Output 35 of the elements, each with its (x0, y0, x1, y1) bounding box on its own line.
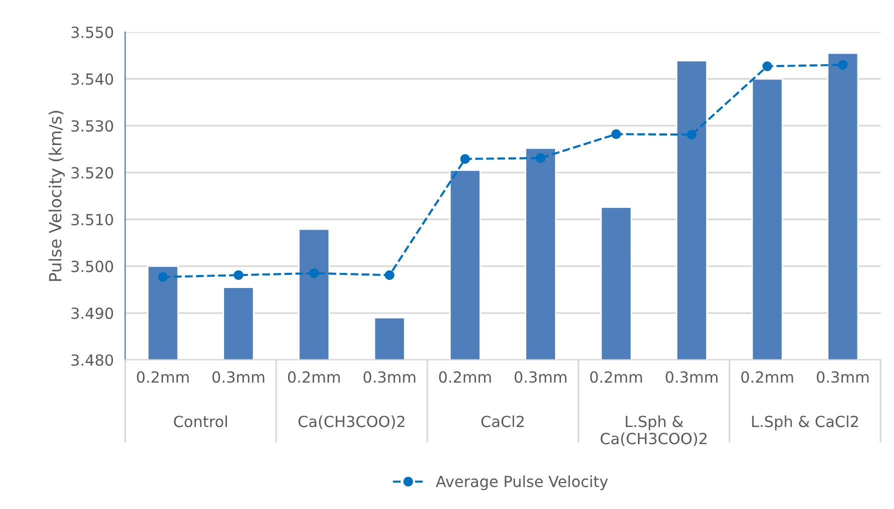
point (234, 270, 244, 280)
y-tick-label: 3.510 (71, 214, 114, 226)
text: L.Sph & CaCl2 (752, 415, 858, 430)
text: CaCl2 (481, 415, 524, 428)
y-tick-label: 3.550 (71, 26, 114, 38)
point (309, 268, 319, 278)
y-tick-label: 3.520 (71, 167, 114, 179)
x-tick-label: 0.2mm (590, 371, 642, 383)
y-axis-title: Pulse Velocity (km/s) (48, 110, 65, 281)
y-tick-label: 3.530 (71, 120, 114, 132)
x-tick-label: 0.3mm (364, 371, 416, 383)
point (838, 60, 848, 70)
point (536, 153, 546, 163)
x-tick-label: 0.3mm (816, 371, 869, 383)
x-tick-label: 0.3mm (212, 371, 264, 383)
text: L.Sph & Ca(CH3COO)2 (600, 415, 707, 446)
point (384, 270, 394, 280)
x-tick-label: 0.3mm (666, 371, 718, 383)
point (762, 61, 772, 72)
y-tick-label: 3.490 (71, 308, 114, 320)
y-tick-label: 3.500 (71, 260, 114, 272)
point (158, 272, 168, 282)
legend-label: Average Pulse Velocity (436, 475, 608, 490)
y-tick-label: 3.540 (71, 73, 114, 85)
x-tick-label: 0.2mm (741, 371, 794, 383)
x-tick-label: 0.3mm (514, 371, 566, 383)
text: Control (174, 415, 227, 428)
point (611, 129, 622, 140)
y-tick-label: 3.480 (71, 354, 114, 366)
point (460, 154, 470, 164)
x-tick-label: 0.2mm (288, 371, 340, 383)
x-tick-label: 0.2mm (439, 371, 491, 383)
text: Ca(CH3COO)2 (298, 415, 404, 430)
point (686, 130, 697, 140)
x-tick-label: 0.2mm (136, 371, 189, 383)
